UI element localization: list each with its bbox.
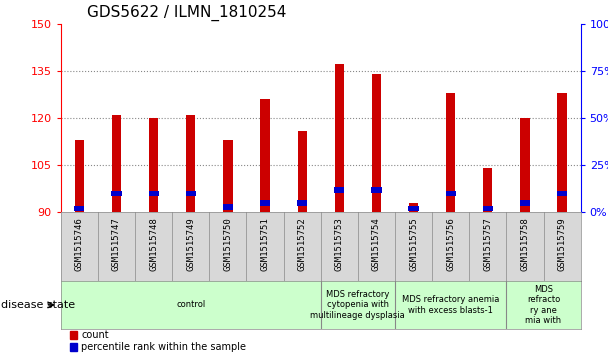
Text: GSM1515758: GSM1515758 (520, 217, 530, 271)
Bar (557, 191, 567, 196)
Bar (223, 204, 233, 209)
Bar (371, 74, 381, 212)
Bar (111, 191, 122, 196)
Bar (297, 131, 307, 212)
Text: GSM1515748: GSM1515748 (149, 217, 158, 271)
Text: GSM1515754: GSM1515754 (372, 217, 381, 271)
Bar (74, 206, 85, 211)
Text: GSM1515750: GSM1515750 (223, 217, 232, 271)
Bar (148, 191, 159, 196)
Bar (520, 118, 530, 212)
Text: MDS
refracto
ry ane
mia with: MDS refracto ry ane mia with (525, 285, 562, 325)
Text: disease state: disease state (1, 300, 75, 310)
Bar (558, 93, 567, 212)
Bar (223, 140, 232, 212)
Text: GSM1515747: GSM1515747 (112, 217, 121, 271)
Text: GSM1515749: GSM1515749 (186, 217, 195, 271)
Text: GSM1515755: GSM1515755 (409, 217, 418, 271)
Bar (483, 206, 493, 211)
Text: MDS refractory anemia
with excess blasts-1: MDS refractory anemia with excess blasts… (402, 295, 499, 315)
Bar (334, 187, 344, 192)
Text: GSM1515752: GSM1515752 (298, 217, 306, 271)
Bar (149, 118, 158, 212)
Bar (75, 140, 84, 212)
Text: GSM1515751: GSM1515751 (260, 217, 269, 271)
Text: GSM1515757: GSM1515757 (483, 217, 492, 271)
Text: control: control (176, 301, 206, 309)
Bar (186, 115, 195, 212)
Bar (520, 200, 530, 206)
Bar (297, 200, 307, 206)
Bar (409, 206, 419, 211)
Bar (112, 115, 121, 212)
Bar (371, 187, 382, 192)
Text: GSM1515756: GSM1515756 (446, 217, 455, 271)
Legend: count, percentile rank within the sample: count, percentile rank within the sample (66, 327, 250, 356)
Text: GSM1515746: GSM1515746 (75, 217, 84, 271)
Text: GSM1515759: GSM1515759 (558, 217, 567, 271)
Bar (334, 65, 344, 212)
Bar (483, 168, 492, 212)
Bar (260, 200, 270, 206)
Bar (446, 93, 455, 212)
Text: MDS refractory
cytopenia with
multilineage dysplasia: MDS refractory cytopenia with multilinea… (311, 290, 405, 320)
Bar (446, 191, 456, 196)
Bar (409, 203, 418, 212)
Text: GSM1515753: GSM1515753 (335, 217, 344, 271)
Text: GDS5622 / ILMN_1810254: GDS5622 / ILMN_1810254 (87, 5, 286, 21)
Bar (185, 191, 196, 196)
Bar (260, 99, 270, 212)
